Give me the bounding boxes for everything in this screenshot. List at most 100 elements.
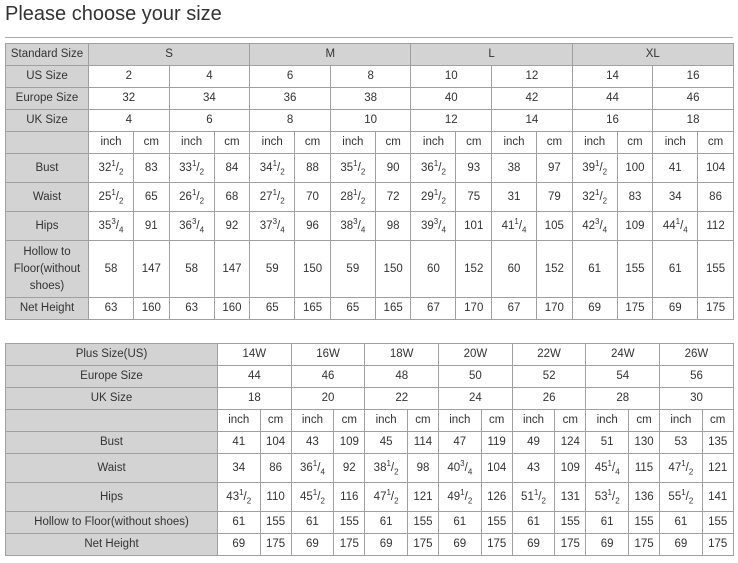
- table-cell: 40: [410, 87, 493, 110]
- table-cell: 28: [585, 387, 661, 410]
- row-label: Bust: [5, 153, 89, 183]
- table-cell: 155: [406, 511, 440, 534]
- table-cell: 97: [536, 153, 573, 183]
- table-cell: 114: [406, 431, 440, 454]
- table-cell: 104: [480, 453, 513, 483]
- size-header: 14W: [217, 343, 292, 366]
- unit-header: inch: [290, 409, 335, 432]
- unit-header: cm: [333, 409, 366, 432]
- table-cell: 61: [511, 511, 556, 534]
- table-row: Bust 321/2 83 331/2 84 341/2 88 351/2 90 361/2 93 3…: [5, 153, 734, 183]
- size-header: 20W: [438, 343, 513, 366]
- table-cell: 41: [217, 431, 261, 454]
- unit-header: cm: [213, 131, 251, 154]
- row-label: Europe Size: [5, 365, 218, 388]
- row-label: Hollow to Floor(without shoes): [5, 240, 89, 298]
- table-cell: 551/2: [659, 482, 703, 512]
- table-cell: 51: [585, 431, 629, 454]
- size-header: 18W: [364, 343, 440, 366]
- table-cell: 84: [213, 153, 251, 183]
- table-cell: 86: [697, 182, 734, 212]
- units-row: inch cm inch cm inch cm inch cm inch cm inch cm inch…: [5, 409, 734, 432]
- table-row: US Size 2 4 6 8 10 12 14 16: [5, 65, 734, 88]
- table-cell: 30: [659, 387, 734, 410]
- table-cell: 331/2: [168, 153, 215, 183]
- row-label: Hips: [5, 482, 218, 512]
- table-cell: 65: [133, 182, 170, 212]
- size-group-header: M: [249, 43, 412, 66]
- table-cell: 83: [616, 182, 654, 212]
- table-cell: 391/2: [571, 153, 618, 183]
- table-cell: 44: [571, 87, 654, 110]
- table-cell: 170: [536, 297, 573, 320]
- table-cell: 109: [616, 211, 654, 241]
- table-cell: 121: [701, 453, 734, 483]
- table-cell: 61: [364, 511, 408, 534]
- table-cell: 61: [217, 511, 261, 534]
- table-cell: 175: [259, 533, 292, 556]
- table-cell: 341/2: [249, 153, 296, 183]
- row-label: UK Size: [5, 387, 218, 410]
- table-cell: 69: [571, 297, 618, 320]
- table-cell: 46: [652, 87, 734, 110]
- table-row: Europe Size 32 34 36 38 40 42 44 46: [5, 87, 734, 110]
- size-group-header: XL: [571, 43, 734, 66]
- unit-header: inch: [511, 409, 556, 432]
- divider: [5, 37, 733, 38]
- table-cell: 381/2: [364, 453, 408, 483]
- unit-header: inch: [491, 131, 538, 154]
- table-cell: 16: [571, 109, 654, 132]
- unit-header: inch: [410, 131, 457, 154]
- standard-size-table: Standard Size S M L XL US Size 2 4 6 8 10 12 14 16 Eur…: [5, 43, 734, 320]
- table-cell: 56: [659, 365, 734, 388]
- table-cell: 147: [213, 240, 251, 298]
- unit-header: cm: [536, 131, 573, 154]
- table-cell: 22: [364, 387, 440, 410]
- table-cell: 18: [652, 109, 734, 132]
- table-row: Hollow to Floor(without shoes) 58 147 58 147…: [5, 240, 734, 298]
- table-row: Bust 41 104 43 109 45 114 47 119 49 124 51 130 53 135: [5, 431, 734, 454]
- table-cell: 175: [697, 297, 734, 320]
- row-label: Net Height: [5, 297, 89, 320]
- unit-header: inch: [329, 131, 376, 154]
- unit-header: cm: [133, 131, 170, 154]
- table-cell: 46: [290, 365, 366, 388]
- table-cell: 451/4: [585, 453, 629, 483]
- table-cell: 61: [290, 511, 335, 534]
- table-cell: 431/2: [217, 482, 261, 512]
- table-row: Hollow to Floor(without shoes) 61 155 61 155…: [5, 511, 734, 534]
- unit-header: cm: [697, 131, 734, 154]
- table-row: Net Height 63 160 63 160 65 165 65 165 67 170 67 170…: [5, 297, 734, 320]
- table-cell: 68: [213, 182, 251, 212]
- table-cell: 261/2: [168, 182, 215, 212]
- table-cell: 69: [585, 533, 629, 556]
- table-cell: 141: [701, 482, 734, 512]
- table-cell: 44: [217, 365, 292, 388]
- table-cell: 58: [88, 240, 134, 298]
- table-cell: 18: [217, 387, 292, 410]
- table-cell: 170: [455, 297, 493, 320]
- row-label: [5, 409, 218, 432]
- table-cell: 126: [480, 482, 513, 512]
- table-cell: 60: [491, 240, 538, 298]
- table-cell: 165: [374, 297, 412, 320]
- table-cell: 147: [133, 240, 170, 298]
- table-cell: 36: [249, 87, 331, 110]
- table-cell: 2: [88, 65, 170, 88]
- unit-header: cm: [455, 131, 493, 154]
- size-group-header: L: [410, 43, 573, 66]
- units-row: inch cm inch cm inch cm inch cm inch cm inch cm inch…: [5, 131, 734, 154]
- table-cell: 6: [249, 65, 331, 88]
- table-cell: 38: [329, 87, 412, 110]
- table-cell: 131: [554, 482, 587, 512]
- unit-header: cm: [616, 131, 654, 154]
- unit-header: cm: [374, 131, 412, 154]
- unit-header: cm: [627, 409, 661, 432]
- table-cell: 34: [217, 453, 261, 483]
- table-cell: 69: [659, 533, 703, 556]
- table-cell: 393/4: [410, 211, 457, 241]
- table-cell: 10: [329, 109, 412, 132]
- table-cell: 50: [438, 365, 513, 388]
- table-cell: 69: [438, 533, 482, 556]
- table-cell: 98: [406, 453, 440, 483]
